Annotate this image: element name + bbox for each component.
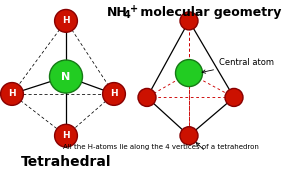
Text: +: + [130,4,138,14]
Ellipse shape [1,82,23,105]
Text: Central atom: Central atom [202,58,274,73]
Text: H: H [62,131,70,140]
Text: H: H [62,16,70,25]
Text: N: N [61,72,70,82]
Ellipse shape [103,82,125,105]
Text: molecular geometry: molecular geometry [136,6,282,19]
Text: NH: NH [106,6,127,19]
Text: All the H-atoms lie along the 4 vertices of a tetrahedron: All the H-atoms lie along the 4 vertices… [63,144,258,150]
Ellipse shape [50,60,82,93]
Text: 4: 4 [124,10,130,20]
Ellipse shape [55,124,77,147]
Ellipse shape [225,88,243,106]
Ellipse shape [180,127,198,145]
Ellipse shape [138,88,156,106]
Ellipse shape [180,12,198,30]
Text: Tetrahedral: Tetrahedral [21,155,111,169]
Text: H: H [110,89,118,98]
Text: H: H [8,89,16,98]
Ellipse shape [55,9,77,32]
Ellipse shape [176,60,203,87]
